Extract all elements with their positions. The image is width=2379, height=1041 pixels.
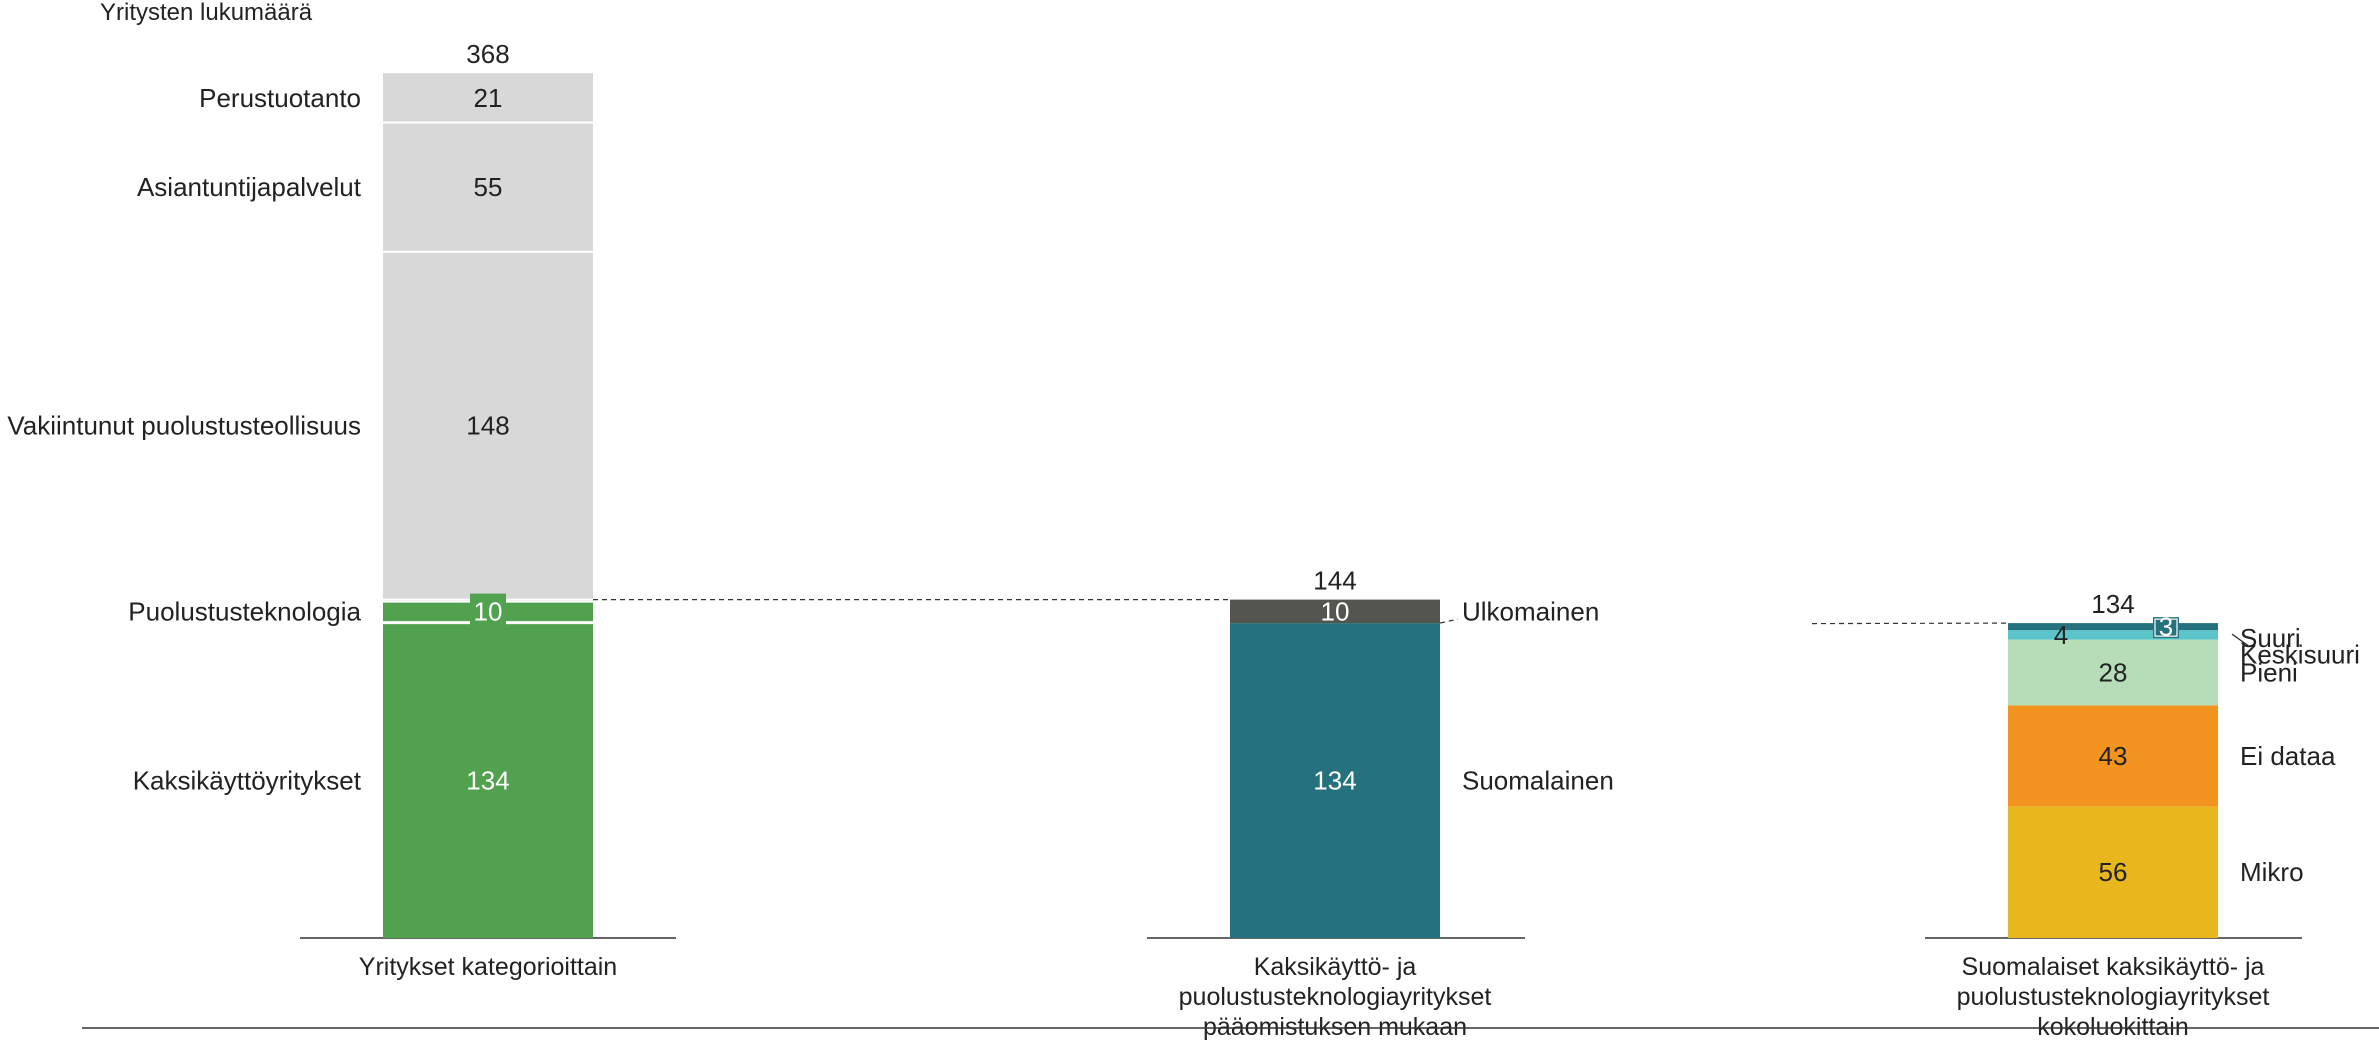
segment-label-suuri: Suuri (2240, 623, 2301, 653)
keskisuuri-leader-line (2231, 633, 2249, 647)
value-label-kaksikayttoyritykset: 134 (466, 766, 509, 796)
segment-label-perustuotanto: Perustuotanto (199, 83, 361, 113)
value-label-box (2153, 617, 2179, 639)
bar-total-label: 144 (1313, 566, 1356, 596)
segment-label-mikro: Mikro (2240, 857, 2304, 887)
value-label-vakiintunut-puolustusteollisuus: 148 (466, 411, 509, 441)
segment-label-ei-dataa: Ei dataa (2240, 741, 2336, 771)
category-label: Yritykset kategorioittain (359, 953, 617, 981)
bar-segment-ulkomainen (1230, 599, 1440, 624)
value-label-perustuotanto: 21 (474, 83, 503, 113)
bar-segment-pieni (2008, 639, 2218, 706)
bar-total-label: 134 (2091, 589, 2134, 619)
value-label-asiantuntijapalvelut: 55 (474, 172, 503, 202)
category-label: pääomistuksen mukaan (1203, 1013, 1467, 1041)
category-label: puolustusteknologiayritykset (1179, 983, 1492, 1011)
connector-line (1439, 618, 1459, 624)
bar-total-label: 368 (466, 39, 509, 69)
value-label-mikro: 56 (2099, 857, 2128, 887)
value-label-ulkomainen: 10 (1321, 596, 1350, 626)
value-label-box (470, 593, 506, 630)
value-label-puolustusteknologia: 10 (474, 596, 503, 626)
value-label-ei-dataa: 43 (2099, 741, 2128, 771)
bar-segment-kaksikayttoyritykset (383, 623, 593, 938)
category-label: kokoluokittain (2037, 1013, 2188, 1041)
value-label-suomalainen: 134 (1313, 766, 1356, 796)
category-label: puolustusteknologiayritykset (1957, 983, 2270, 1011)
segment-label-pieni: Pieni (2240, 657, 2298, 687)
value-label-pieni: 28 (2099, 657, 2128, 687)
connector-line (1811, 622, 2009, 625)
segment-label-ulkomainen: Ulkomainen (1462, 596, 1599, 626)
bar-segment-keskisuuri (2008, 630, 2218, 640)
bar-segment-vakiintunut-puolustusteollisuus (383, 251, 593, 600)
segment-label-keskisuuri: Keskisuuri (2240, 640, 2360, 670)
segment-label-asiantuntijapalvelut: Asiantuntijapalvelut (137, 172, 362, 202)
bar-segment-perustuotanto (383, 73, 593, 123)
category-label: Suomalaiset kaksikäyttö- ja (1962, 953, 2265, 981)
bar-segment-asiantuntijapalvelut (383, 122, 593, 252)
segment-label-suomalainen: Suomalainen (1462, 766, 1614, 796)
bar-segment-suuri (2008, 623, 2218, 631)
value-label-keskisuuri: 4 (2054, 620, 2068, 650)
category-label: Kaksikäyttö- ja (1254, 953, 1417, 981)
segment-label-kaksikayttoyritykset: Kaksikäyttöyritykset (133, 766, 362, 796)
y-axis-label: Yritysten lukumäärä (100, 0, 313, 26)
bar-segment-suomalainen (1230, 623, 1440, 938)
bar-segment-mikro (2008, 806, 2218, 938)
bar-segment-ei-dataa (2008, 705, 2218, 807)
segment-label-puolustusteknologia: Puolustusteknologia (128, 596, 361, 626)
value-label-suuri: 3 (2159, 612, 2173, 642)
value-label-box-outline (2154, 618, 2178, 637)
segment-label-vakiintunut-puolustusteollisuus: Vakiintunut puolustusteollisuus (7, 411, 361, 441)
